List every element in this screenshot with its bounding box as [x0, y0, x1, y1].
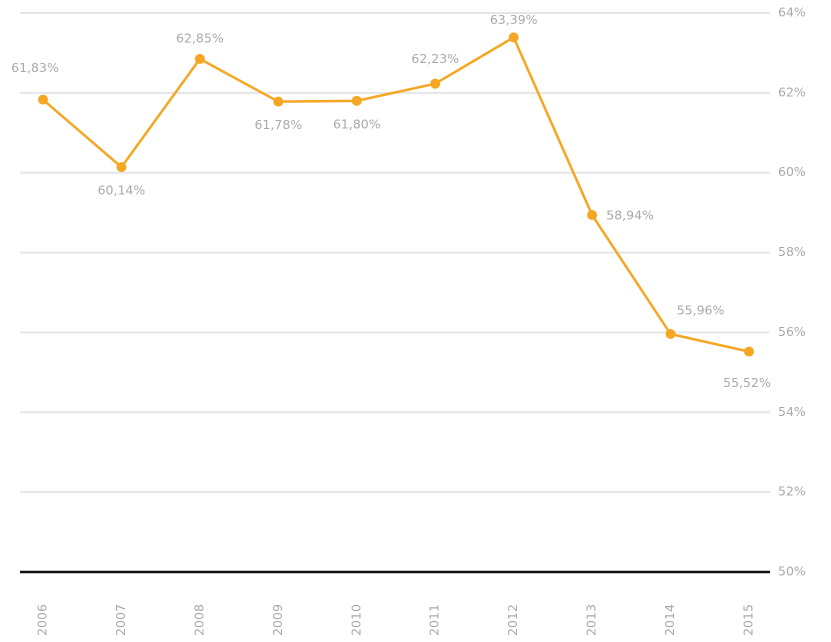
y-tick-label: 52%: [778, 484, 806, 499]
x-tick-label: 2009: [270, 604, 285, 636]
x-tick-label: 2014: [662, 604, 677, 636]
data-label: 62,23%: [411, 51, 459, 66]
x-tick-label: 2007: [113, 604, 128, 636]
x-tick-label: 2011: [427, 604, 442, 636]
y-tick-label: 58%: [778, 244, 806, 259]
y-tick-label: 56%: [778, 324, 806, 339]
data-label: 60,14%: [98, 183, 146, 198]
data-label: 63,39%: [490, 12, 538, 27]
data-label: 55,96%: [677, 303, 725, 318]
point: [508, 32, 519, 43]
y-tick-label: 60%: [778, 164, 806, 179]
line: [42, 35, 750, 353]
x-tick-label: 2010: [348, 604, 363, 636]
x-tick-label: 2012: [505, 604, 520, 636]
x-tick-label: 2015: [741, 604, 756, 636]
point: [430, 78, 441, 89]
data-label: 61,80%: [333, 116, 381, 131]
y-tick-label: 50%: [778, 564, 806, 579]
y-tick-label: 64%: [778, 5, 806, 20]
point: [665, 329, 676, 340]
data-label: 58,94%: [606, 208, 654, 223]
point: [587, 210, 598, 221]
point: [38, 94, 48, 105]
y-tick-label: 54%: [778, 404, 806, 419]
point: [116, 162, 127, 173]
x-tick-label: 2008: [191, 604, 206, 636]
point: [744, 346, 754, 357]
data-label: 61,78%: [254, 117, 302, 132]
x-tick-label: 2013: [584, 604, 599, 636]
data-label: 62,85%: [176, 30, 224, 45]
x-tick-label: 2006: [35, 604, 50, 636]
y-tick-label: 62%: [778, 84, 806, 99]
point: [273, 96, 284, 107]
data-label: 61,83%: [11, 60, 59, 75]
point: [351, 95, 362, 106]
point: [194, 53, 205, 64]
data-label: 55,52%: [723, 375, 771, 390]
